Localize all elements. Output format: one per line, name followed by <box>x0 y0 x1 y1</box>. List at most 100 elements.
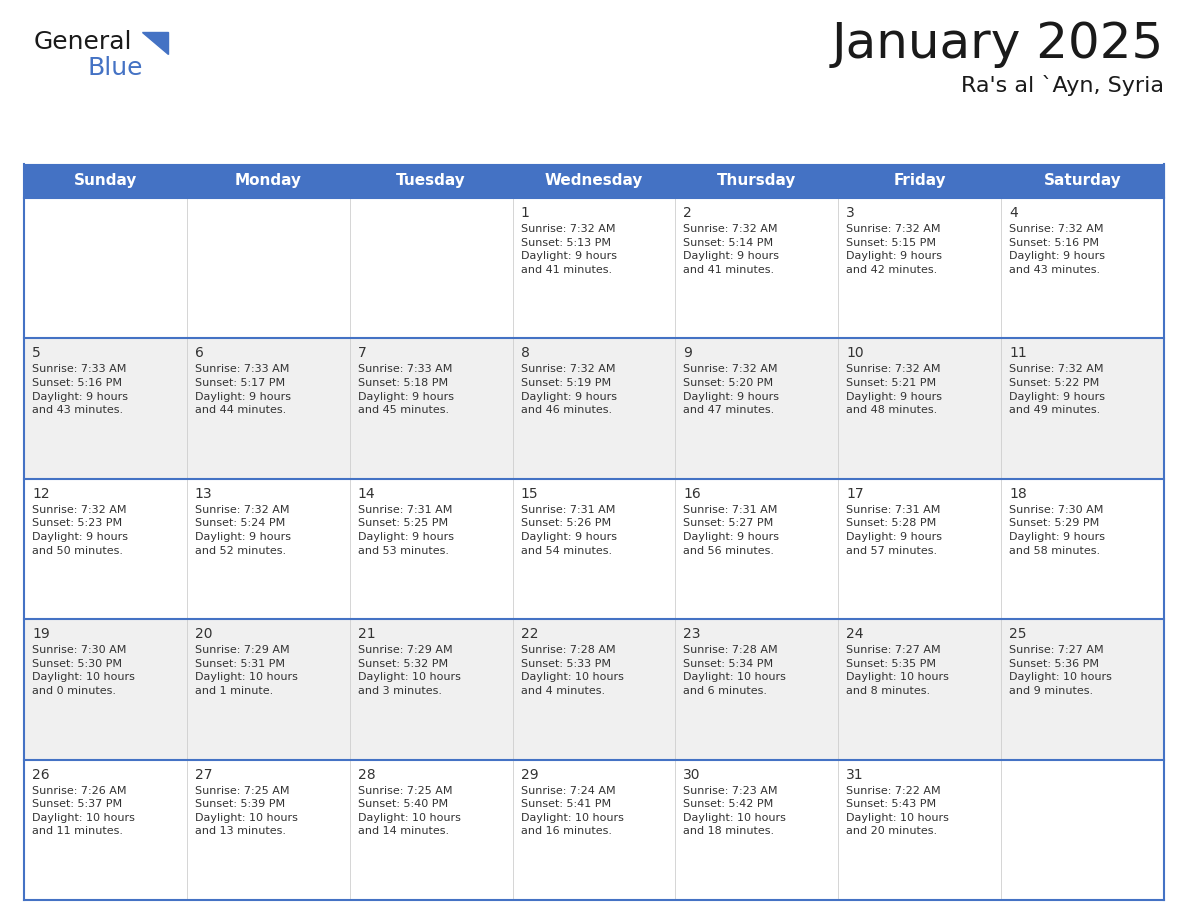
Text: Sunrise: 7:30 AM
Sunset: 5:30 PM
Daylight: 10 hours
and 0 minutes.: Sunrise: 7:30 AM Sunset: 5:30 PM Dayligh… <box>32 645 135 696</box>
Bar <box>512 198 676 339</box>
Text: Sunrise: 7:32 AM
Sunset: 5:15 PM
Daylight: 9 hours
and 42 minutes.: Sunrise: 7:32 AM Sunset: 5:15 PM Dayligh… <box>846 224 942 274</box>
Text: 5: 5 <box>32 346 40 361</box>
Bar <box>676 339 839 479</box>
Text: 15: 15 <box>520 487 538 501</box>
Bar <box>512 339 676 479</box>
Text: 29: 29 <box>520 767 538 781</box>
Text: Sunrise: 7:29 AM
Sunset: 5:32 PM
Daylight: 10 hours
and 3 minutes.: Sunrise: 7:29 AM Sunset: 5:32 PM Dayligh… <box>358 645 461 696</box>
Bar <box>24 620 187 759</box>
Text: 19: 19 <box>32 627 50 641</box>
Text: Tuesday: Tuesday <box>397 174 466 188</box>
Text: 28: 28 <box>358 767 375 781</box>
Text: 21: 21 <box>358 627 375 641</box>
Text: 14: 14 <box>358 487 375 501</box>
Bar <box>1001 620 1164 759</box>
Text: 4: 4 <box>1009 206 1018 220</box>
Text: Sunrise: 7:32 AM
Sunset: 5:20 PM
Daylight: 9 hours
and 47 minutes.: Sunrise: 7:32 AM Sunset: 5:20 PM Dayligh… <box>683 364 779 415</box>
Text: 26: 26 <box>32 767 50 781</box>
Text: Sunrise: 7:32 AM
Sunset: 5:24 PM
Daylight: 9 hours
and 52 minutes.: Sunrise: 7:32 AM Sunset: 5:24 PM Dayligh… <box>195 505 291 555</box>
Text: Sunrise: 7:32 AM
Sunset: 5:14 PM
Daylight: 9 hours
and 41 minutes.: Sunrise: 7:32 AM Sunset: 5:14 PM Dayligh… <box>683 224 779 274</box>
Text: Sunrise: 7:26 AM
Sunset: 5:37 PM
Daylight: 10 hours
and 11 minutes.: Sunrise: 7:26 AM Sunset: 5:37 PM Dayligh… <box>32 786 135 836</box>
Text: Sunrise: 7:33 AM
Sunset: 5:17 PM
Daylight: 9 hours
and 44 minutes.: Sunrise: 7:33 AM Sunset: 5:17 PM Dayligh… <box>195 364 291 415</box>
Bar <box>349 479 512 620</box>
Bar <box>349 198 512 339</box>
Text: Sunrise: 7:32 AM
Sunset: 5:16 PM
Daylight: 9 hours
and 43 minutes.: Sunrise: 7:32 AM Sunset: 5:16 PM Dayligh… <box>1009 224 1105 274</box>
Bar <box>1001 198 1164 339</box>
Text: Sunrise: 7:25 AM
Sunset: 5:39 PM
Daylight: 10 hours
and 13 minutes.: Sunrise: 7:25 AM Sunset: 5:39 PM Dayligh… <box>195 786 298 836</box>
Text: 22: 22 <box>520 627 538 641</box>
Text: Sunrise: 7:25 AM
Sunset: 5:40 PM
Daylight: 10 hours
and 14 minutes.: Sunrise: 7:25 AM Sunset: 5:40 PM Dayligh… <box>358 786 461 836</box>
Text: Sunrise: 7:31 AM
Sunset: 5:27 PM
Daylight: 9 hours
and 56 minutes.: Sunrise: 7:31 AM Sunset: 5:27 PM Dayligh… <box>683 505 779 555</box>
Text: Sunrise: 7:33 AM
Sunset: 5:16 PM
Daylight: 9 hours
and 43 minutes.: Sunrise: 7:33 AM Sunset: 5:16 PM Dayligh… <box>32 364 128 415</box>
Bar <box>349 339 512 479</box>
Bar <box>839 479 1001 620</box>
Bar <box>187 198 349 339</box>
Bar <box>349 620 512 759</box>
Bar <box>676 198 839 339</box>
Text: Sunrise: 7:23 AM
Sunset: 5:42 PM
Daylight: 10 hours
and 18 minutes.: Sunrise: 7:23 AM Sunset: 5:42 PM Dayligh… <box>683 786 786 836</box>
Text: General: General <box>34 30 133 54</box>
Text: 18: 18 <box>1009 487 1026 501</box>
Bar <box>839 620 1001 759</box>
Text: 24: 24 <box>846 627 864 641</box>
Text: Sunrise: 7:32 AM
Sunset: 5:23 PM
Daylight: 9 hours
and 50 minutes.: Sunrise: 7:32 AM Sunset: 5:23 PM Dayligh… <box>32 505 128 555</box>
Text: Sunrise: 7:28 AM
Sunset: 5:34 PM
Daylight: 10 hours
and 6 minutes.: Sunrise: 7:28 AM Sunset: 5:34 PM Dayligh… <box>683 645 786 696</box>
Bar <box>676 759 839 900</box>
Bar <box>512 164 676 198</box>
Text: 7: 7 <box>358 346 366 361</box>
Text: 9: 9 <box>683 346 693 361</box>
Text: 3: 3 <box>846 206 855 220</box>
Text: Sunrise: 7:24 AM
Sunset: 5:41 PM
Daylight: 10 hours
and 16 minutes.: Sunrise: 7:24 AM Sunset: 5:41 PM Dayligh… <box>520 786 624 836</box>
Text: January 2025: January 2025 <box>832 20 1164 68</box>
Text: Sunrise: 7:32 AM
Sunset: 5:22 PM
Daylight: 9 hours
and 49 minutes.: Sunrise: 7:32 AM Sunset: 5:22 PM Dayligh… <box>1009 364 1105 415</box>
Bar <box>24 164 187 198</box>
Text: 20: 20 <box>195 627 213 641</box>
Text: Sunrise: 7:32 AM
Sunset: 5:21 PM
Daylight: 9 hours
and 48 minutes.: Sunrise: 7:32 AM Sunset: 5:21 PM Dayligh… <box>846 364 942 415</box>
Bar <box>676 164 839 198</box>
Bar <box>512 620 676 759</box>
Text: 8: 8 <box>520 346 530 361</box>
Text: Sunrise: 7:22 AM
Sunset: 5:43 PM
Daylight: 10 hours
and 20 minutes.: Sunrise: 7:22 AM Sunset: 5:43 PM Dayligh… <box>846 786 949 836</box>
Bar <box>24 198 187 339</box>
Text: Blue: Blue <box>88 56 144 80</box>
Bar <box>676 620 839 759</box>
Text: Sunrise: 7:31 AM
Sunset: 5:25 PM
Daylight: 9 hours
and 53 minutes.: Sunrise: 7:31 AM Sunset: 5:25 PM Dayligh… <box>358 505 454 555</box>
Bar <box>676 479 839 620</box>
Text: Sunrise: 7:33 AM
Sunset: 5:18 PM
Daylight: 9 hours
and 45 minutes.: Sunrise: 7:33 AM Sunset: 5:18 PM Dayligh… <box>358 364 454 415</box>
Text: 1: 1 <box>520 206 530 220</box>
Text: 11: 11 <box>1009 346 1026 361</box>
Bar <box>1001 759 1164 900</box>
Text: Friday: Friday <box>893 174 946 188</box>
Text: Saturday: Saturday <box>1044 174 1121 188</box>
Bar <box>839 198 1001 339</box>
Bar <box>187 759 349 900</box>
Bar <box>839 759 1001 900</box>
Bar <box>24 339 187 479</box>
Text: 30: 30 <box>683 767 701 781</box>
Bar <box>187 620 349 759</box>
Text: 6: 6 <box>195 346 203 361</box>
Text: Sunrise: 7:32 AM
Sunset: 5:19 PM
Daylight: 9 hours
and 46 minutes.: Sunrise: 7:32 AM Sunset: 5:19 PM Dayligh… <box>520 364 617 415</box>
Bar <box>24 759 187 900</box>
Text: 16: 16 <box>683 487 701 501</box>
Bar <box>349 759 512 900</box>
Text: 17: 17 <box>846 487 864 501</box>
Bar <box>1001 479 1164 620</box>
Text: Sunrise: 7:31 AM
Sunset: 5:28 PM
Daylight: 9 hours
and 57 minutes.: Sunrise: 7:31 AM Sunset: 5:28 PM Dayligh… <box>846 505 942 555</box>
Text: Sunrise: 7:27 AM
Sunset: 5:36 PM
Daylight: 10 hours
and 9 minutes.: Sunrise: 7:27 AM Sunset: 5:36 PM Dayligh… <box>1009 645 1112 696</box>
Text: Sunrise: 7:29 AM
Sunset: 5:31 PM
Daylight: 10 hours
and 1 minute.: Sunrise: 7:29 AM Sunset: 5:31 PM Dayligh… <box>195 645 298 696</box>
Text: Sunrise: 7:32 AM
Sunset: 5:13 PM
Daylight: 9 hours
and 41 minutes.: Sunrise: 7:32 AM Sunset: 5:13 PM Dayligh… <box>520 224 617 274</box>
Bar <box>839 164 1001 198</box>
Text: 12: 12 <box>32 487 50 501</box>
Bar <box>1001 164 1164 198</box>
Bar <box>512 479 676 620</box>
Text: Sunrise: 7:30 AM
Sunset: 5:29 PM
Daylight: 9 hours
and 58 minutes.: Sunrise: 7:30 AM Sunset: 5:29 PM Dayligh… <box>1009 505 1105 555</box>
Text: 10: 10 <box>846 346 864 361</box>
Text: Wednesday: Wednesday <box>545 174 643 188</box>
Bar <box>187 339 349 479</box>
Polygon shape <box>143 32 168 54</box>
Text: Sunrise: 7:28 AM
Sunset: 5:33 PM
Daylight: 10 hours
and 4 minutes.: Sunrise: 7:28 AM Sunset: 5:33 PM Dayligh… <box>520 645 624 696</box>
Text: 13: 13 <box>195 487 213 501</box>
Text: Ra's al `Ayn, Syria: Ra's al `Ayn, Syria <box>961 75 1164 96</box>
Text: Monday: Monday <box>235 174 302 188</box>
